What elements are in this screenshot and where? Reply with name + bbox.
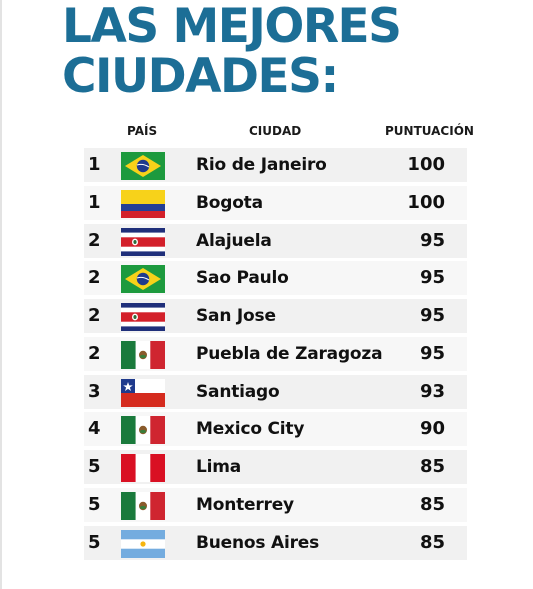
rank-value: 1 bbox=[88, 191, 101, 213]
table-row: 2 Alajuela 95 bbox=[84, 223, 467, 258]
city-name: Monterrey bbox=[196, 494, 294, 515]
city-name: Lima bbox=[196, 457, 242, 477]
table-row: 5 Monterrey 85 bbox=[84, 487, 467, 522]
mexico-flag-icon bbox=[121, 491, 165, 520]
rank-value: 5 bbox=[88, 493, 101, 515]
rank-value: 4 bbox=[88, 418, 101, 440]
city-name: Bogota bbox=[196, 192, 263, 213]
page-title-line-1: LAS MEJORES bbox=[62, 0, 402, 54]
ranking-table: 1 Rio de Janeiro 100 1 Bogota 100 2 Alajuela 95 2… bbox=[84, 148, 467, 563]
rank-value: 3 bbox=[88, 380, 101, 402]
table-row: 4 Mexico City 90 bbox=[84, 412, 467, 447]
score-value: 90 bbox=[419, 418, 445, 440]
brazil-flag-icon bbox=[121, 265, 165, 294]
city-name: San Jose bbox=[196, 306, 276, 326]
rank-value: 2 bbox=[88, 305, 101, 326]
page-edge bbox=[0, 0, 2, 589]
rank-value: 5 bbox=[88, 531, 101, 553]
page-title-line-2: CIUDADES: bbox=[62, 49, 339, 104]
mexico-flag-icon bbox=[121, 416, 165, 445]
page-title: LAS MEJORES CIUDADES: bbox=[62, 0, 402, 104]
city-name: Buenos Aires bbox=[196, 532, 320, 553]
costa-rica-flag-icon bbox=[121, 227, 165, 256]
header-country: PAÍS bbox=[127, 124, 158, 138]
rank-value: 2 bbox=[88, 267, 101, 289]
score-value: 85 bbox=[419, 456, 445, 477]
score-value: 95 bbox=[419, 229, 445, 251]
argentina-flag-icon bbox=[121, 529, 165, 558]
table-header: PAÍS CIUDAD PUNTUACIÓN bbox=[0, 124, 533, 140]
header-city: CIUDAD bbox=[249, 124, 302, 138]
table-row: 1 Bogota 100 bbox=[84, 185, 467, 220]
table-row: 1 Rio de Janeiro 100 bbox=[84, 148, 467, 182]
colombia-flag-icon bbox=[121, 189, 165, 218]
peru-flag-icon bbox=[121, 454, 165, 482]
table-row: 2 Sao Paulo 95 bbox=[84, 261, 467, 296]
city-name: Rio de Janeiro bbox=[196, 155, 327, 175]
table-row: 2 San Jose 95 bbox=[84, 299, 467, 333]
score-value: 95 bbox=[419, 267, 445, 289]
rank-value: 5 bbox=[88, 456, 101, 477]
score-value: 95 bbox=[419, 342, 445, 364]
costa-rica-flag-icon bbox=[121, 303, 165, 331]
table-row: 3 Santiago 93 bbox=[84, 374, 467, 409]
score-value: 85 bbox=[419, 531, 445, 553]
rank-value: 2 bbox=[88, 342, 101, 364]
table-row: 5 Lima 85 bbox=[84, 450, 467, 484]
header-score: PUNTUACIÓN bbox=[385, 124, 474, 138]
table-row: 2 Puebla de Zaragoza 95 bbox=[84, 336, 467, 371]
table-row: 5 Buenos Aires 85 bbox=[84, 525, 467, 560]
rank-value: 2 bbox=[88, 229, 101, 251]
rank-value: 1 bbox=[88, 154, 101, 175]
city-name: Mexico City bbox=[196, 419, 305, 440]
city-name: Santiago bbox=[196, 381, 280, 402]
score-value: 93 bbox=[419, 380, 445, 402]
city-name: Alajuela bbox=[196, 230, 272, 251]
city-name: Sao Paulo bbox=[196, 268, 289, 289]
score-value: 95 bbox=[419, 305, 445, 326]
mexico-flag-icon bbox=[121, 340, 165, 369]
city-name: Puebla de Zaragoza bbox=[196, 343, 383, 364]
chile-flag-icon bbox=[121, 378, 165, 407]
score-value: 100 bbox=[407, 154, 445, 175]
brazil-flag-icon bbox=[121, 152, 165, 180]
score-value: 85 bbox=[419, 493, 445, 515]
score-value: 100 bbox=[407, 191, 445, 213]
